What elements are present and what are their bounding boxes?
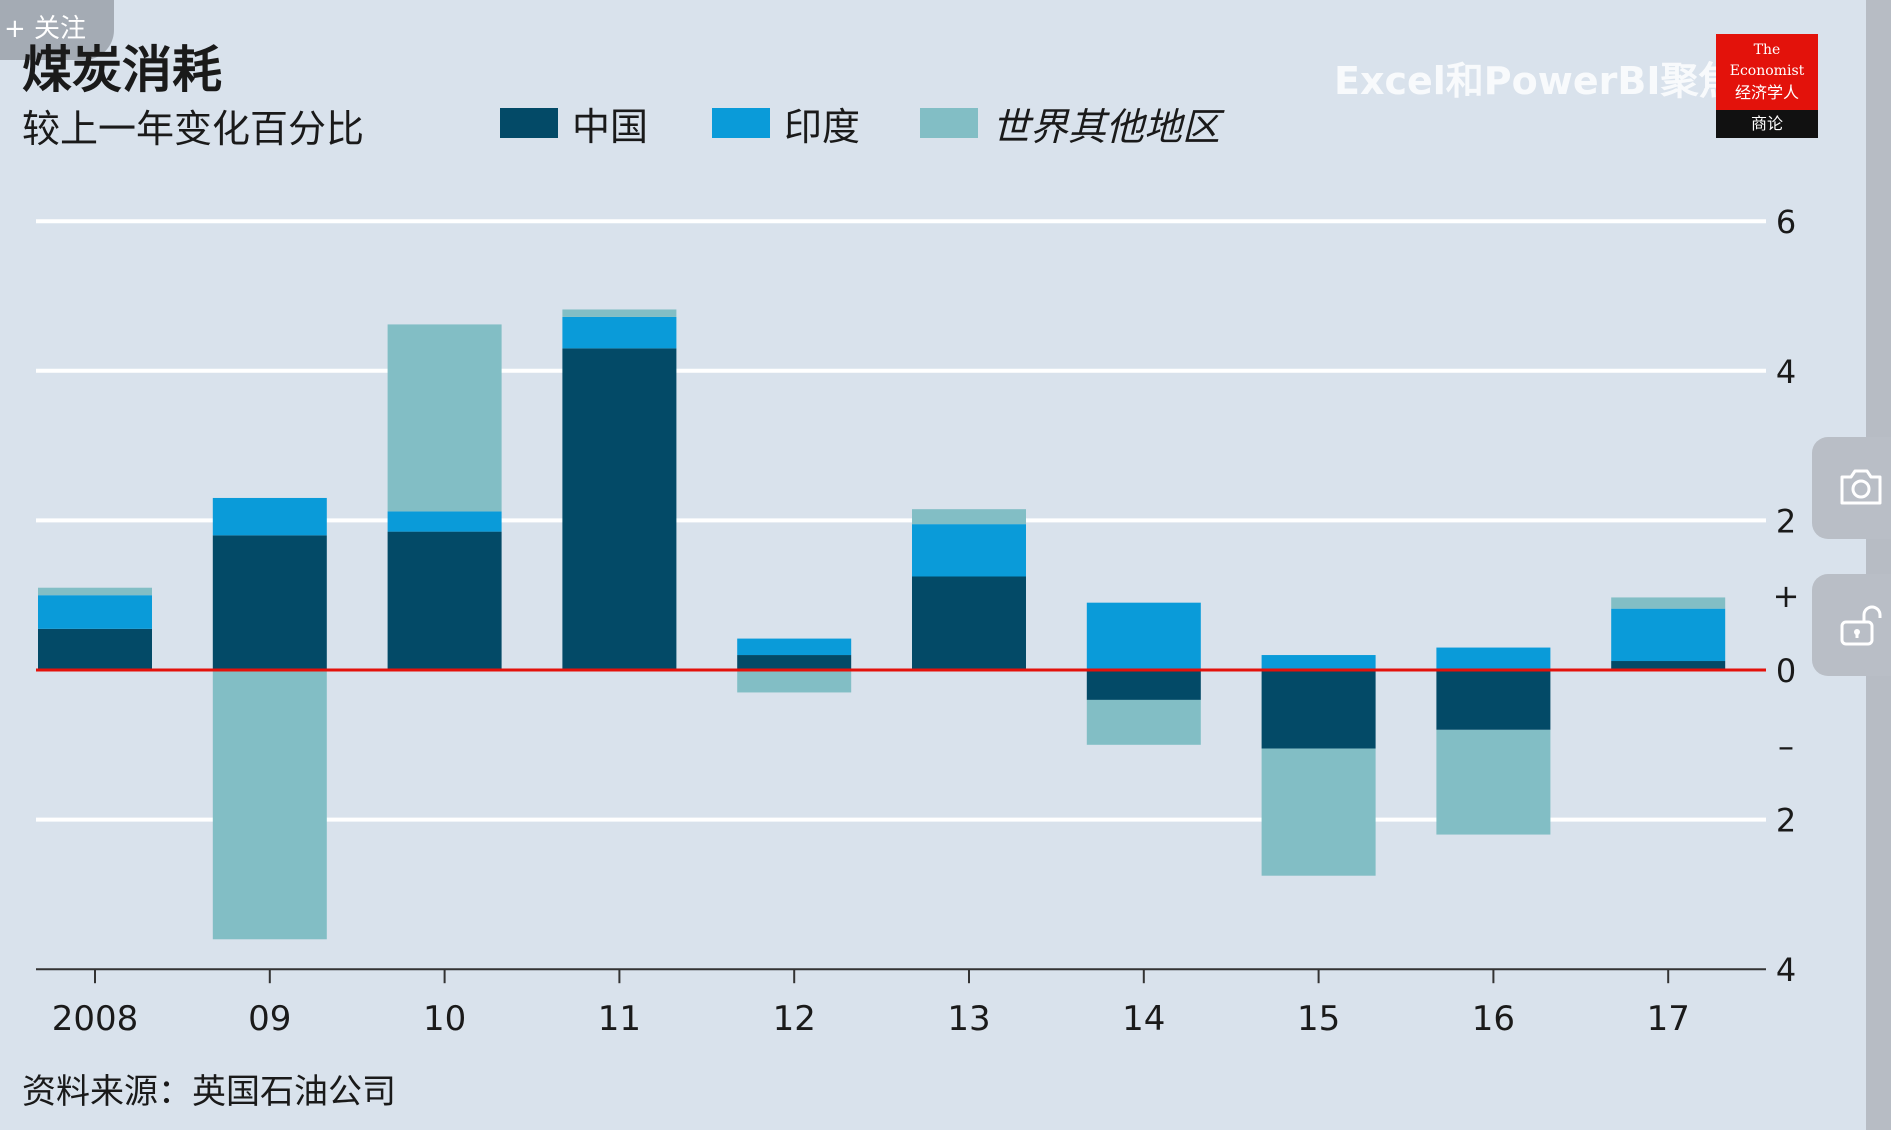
y-tick-label: 4: [1776, 951, 1796, 989]
bar-中国-10: [387, 531, 502, 670]
bar-世界其他地区-13: [912, 509, 1026, 525]
legend-item-china: 中国: [500, 100, 648, 149]
bar-中国-15: [1261, 670, 1376, 749]
bar-中国-11: [562, 348, 677, 670]
legend-label-china: 中国: [572, 104, 649, 149]
bar-中国-17: [1611, 661, 1726, 670]
y-tick-label: +: [1773, 577, 1800, 615]
legend-item-rest-of-world: 世界其他地区: [920, 100, 1220, 149]
legend-item-india: 印度: [712, 100, 860, 149]
bar-中国-2008: [38, 628, 152, 670]
chart-subtitle: 较上一年变化百分比: [22, 107, 365, 151]
bar-印度-13: [912, 524, 1026, 577]
y-tick-label: 6: [1776, 203, 1796, 241]
bar-世界其他地区-12: [737, 670, 852, 693]
legend-swatch-china: [500, 108, 558, 138]
bar-世界其他地区-16: [1436, 729, 1551, 835]
lock-toggle-button[interactable]: [1812, 574, 1891, 676]
unlock-icon: [1840, 605, 1882, 646]
bar-印度-16: [1436, 647, 1551, 670]
legend-swatch-rest-of-world: [920, 108, 978, 138]
bar-印度-15: [1261, 655, 1376, 670]
bar-世界其他地区-09: [212, 670, 327, 940]
legend-label-india: 印度: [784, 104, 861, 149]
bar-中国-16: [1436, 670, 1551, 730]
bar-印度-09: [212, 497, 327, 536]
x-tick-label: 2008: [52, 999, 139, 1039]
bar-中国-14: [1086, 670, 1201, 700]
logo-text-line-1: The: [1753, 42, 1781, 58]
logo-text-line-3: 经济学人: [1734, 83, 1799, 102]
x-tick-label: 16: [1472, 999, 1515, 1039]
bar-世界其他地区-15: [1261, 748, 1376, 876]
x-tick-label: 12: [773, 999, 816, 1039]
x-tick-label: 15: [1297, 999, 1340, 1039]
bar-中国-09: [212, 535, 327, 670]
bar-世界其他地区-2008: [38, 587, 152, 596]
legend-swatch-india: [712, 108, 770, 138]
y-tick-label: –: [1778, 727, 1794, 765]
y-tick-label: 2: [1776, 802, 1796, 840]
bar-世界其他地区-10: [387, 324, 502, 512]
camera-icon: [1840, 469, 1882, 505]
economist-logo-caption: 商论: [1716, 110, 1818, 138]
bar-世界其他地区-17: [1611, 597, 1726, 609]
video-watermark: Excel和PowerBI聚焦: [1334, 59, 1737, 103]
bar-印度-14: [1086, 602, 1201, 670]
x-tick-label: 14: [1122, 999, 1165, 1039]
logo-text-line-2: Economist: [1729, 63, 1805, 79]
y-tick-label: 2: [1776, 502, 1796, 540]
bar-中国-13: [912, 576, 1026, 670]
right-edge-strip: [1866, 0, 1891, 1130]
economist-logo: The Economist 经济学人 商论: [1716, 34, 1818, 138]
bar-印度-17: [1611, 608, 1726, 662]
x-tick-label: 10: [423, 999, 466, 1039]
y-tick-label: 4: [1776, 353, 1796, 391]
economist-logo-mark: The Economist 经济学人: [1716, 34, 1818, 110]
bar-印度-2008: [38, 595, 152, 629]
bar-世界其他地区-14: [1086, 699, 1201, 745]
y-tick-label: 0: [1776, 652, 1796, 690]
bar-世界其他地区-11: [562, 309, 677, 317]
x-tick-label: 17: [1647, 999, 1690, 1039]
x-tick-label: 09: [248, 999, 291, 1039]
bar-印度-11: [562, 316, 677, 349]
x-tick-label: 13: [947, 999, 990, 1039]
x-tick-label: 11: [598, 999, 641, 1039]
bar-中国-12: [737, 655, 852, 670]
screenshot-button[interactable]: [1812, 437, 1891, 539]
bar-印度-12: [737, 638, 852, 656]
follow-button[interactable]: + 关注: [0, 0, 114, 60]
chart-title: 煤炭消耗: [22, 41, 222, 99]
chart-source: 资料来源：英国石油公司: [22, 1072, 396, 1112]
legend-label-rest-of-world: 世界其他地区: [992, 104, 1221, 149]
bar-印度-10: [387, 511, 502, 532]
